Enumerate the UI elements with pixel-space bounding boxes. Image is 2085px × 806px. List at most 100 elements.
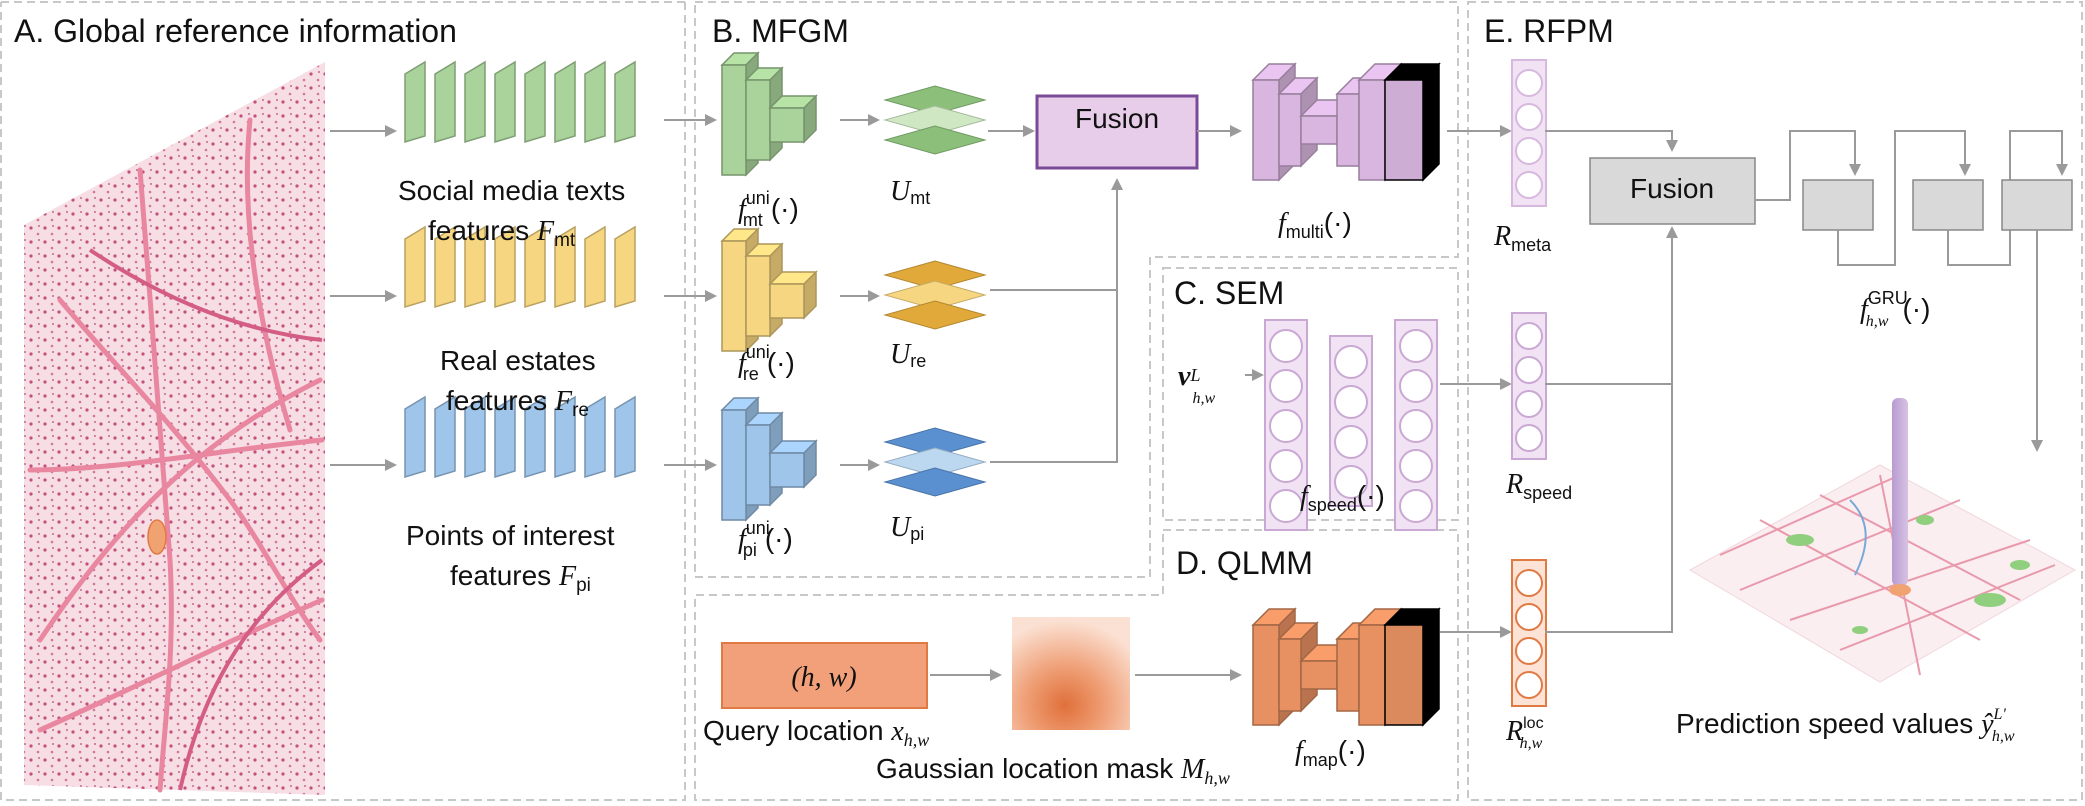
embedding-u-re [883,260,987,330]
label-f-uni-re: funi re (·) [738,342,795,384]
svg-text:features Fpi: features Fpi [450,560,591,596]
svg-text:Prediction speed values ŷL'h,w: Prediction speed values ŷL' h,w [1676,706,2015,745]
cuboid-front [721,240,747,352]
label-u-re: Ure [890,339,926,371]
neuron [1515,390,1543,418]
neuron [1515,69,1543,97]
query-location-box: (h, w) [721,642,928,709]
panel-e-frame [1467,1,2083,801]
feature-slice [464,60,486,144]
panel-d-title: D. QLMM [1176,545,1313,581]
neuron [1334,385,1368,419]
svg-text:vLh,w: vL h,w [1178,361,1215,407]
label-f-multi: fmulti(·) [1278,207,1352,242]
neuron [1334,425,1368,459]
embedding-plane [883,447,987,477]
feature-slice [524,60,546,144]
svg-text:Query location xh,w: Query location xh,w [703,715,929,750]
svg-text:Fusion: Fusion [1630,173,1714,204]
svg-text:fmap(·): fmap(·) [1295,735,1366,770]
label-u-mt: Umt [890,176,930,208]
embedding-u-pi [883,427,987,497]
feature-slice [524,225,546,309]
cuboid-front [721,64,747,176]
cuboid-front [769,283,805,319]
feature-slice [494,225,516,309]
label-social-media-features: Social media texts features Fmt [398,175,625,251]
label-prediction: Prediction speed values ŷL' h,w [1676,706,2015,745]
cuboid-front [1336,638,1360,712]
label-f-uni-pi: funi pi (·) [738,518,793,560]
label-r-loc: Rloc h,w [1505,715,1544,752]
neuron [1515,671,1543,699]
cuboid-front [1278,638,1302,712]
neuron [1515,569,1543,597]
fusion-box-rfpm: Fusion [1589,157,1756,225]
feature-slice [464,225,486,309]
svg-text:Social media texts: Social media texts [398,175,625,206]
panel-b-title: B. MFGM [712,13,849,49]
feature-slice [434,60,456,144]
feature-slice [464,395,486,479]
feature-stack-real-estate [404,225,636,309]
label-r-meta: Rmeta [1493,221,1552,255]
panel-b-frame [694,1,1459,578]
feature-slice [554,395,576,479]
embedding-plane [883,125,987,155]
gru-cells [1755,130,2073,452]
embedding-plane [883,85,987,115]
svg-text:Ure: Ure [890,339,926,371]
cuboid-front [1358,79,1386,181]
feature-slice [614,395,636,479]
svg-text:Rspeed: Rspeed [1505,469,1572,503]
label-f-speed: fspeed(·) [1300,480,1385,515]
feature-slice [554,225,576,309]
svg-text:Fusion: Fusion [1075,103,1159,134]
feature-slice [584,60,606,144]
cuboid-front [769,107,805,143]
unimodal-encoder-pi [720,396,818,522]
panel-a-frame [0,1,686,801]
embedding-plane [883,105,987,135]
embedding-u-mt [883,85,987,155]
svg-text:Rmeta: Rmeta [1493,221,1552,255]
map-encoder-decoder [1251,607,1441,727]
neuron [1399,449,1433,483]
svg-text:features Fmt: features Fmt [428,215,576,251]
feature-slice [584,395,606,479]
svg-text:Real estates: Real estates [440,345,596,376]
neuron [1399,369,1433,403]
label-query-location: Query location xh,w [703,715,929,750]
cuboid-front [1384,624,1424,726]
cuboid-front [1278,93,1302,167]
feature-slice [404,60,426,144]
neuron [1269,409,1303,443]
r-speed-vector [1511,312,1547,460]
neuron [1515,603,1543,631]
cuboid-front [1384,79,1424,181]
neuron [1515,637,1543,665]
feature-slice [614,225,636,309]
cuboid-front [745,79,771,161]
embedding-plane [883,427,987,457]
cuboid-front [1300,115,1338,145]
cuboid-front [745,424,771,506]
embedding-plane [883,467,987,497]
feature-slice [494,60,516,144]
svg-text:(h, w): (h, w) [791,662,856,693]
cuboid-front [1252,79,1280,181]
cuboid-front [721,409,747,521]
feature-slice [434,395,456,479]
cuboid-front [769,452,805,488]
svg-text:fspeed(·): fspeed(·) [1300,480,1385,515]
svg-text:features Fre: features Fre [446,385,589,421]
neuron [1515,424,1543,452]
label-r-speed: Rspeed [1505,469,1572,503]
neuron [1399,409,1433,443]
neuron [1515,322,1543,350]
neuron [1515,103,1543,131]
label-u-pi: Upi [890,512,924,544]
